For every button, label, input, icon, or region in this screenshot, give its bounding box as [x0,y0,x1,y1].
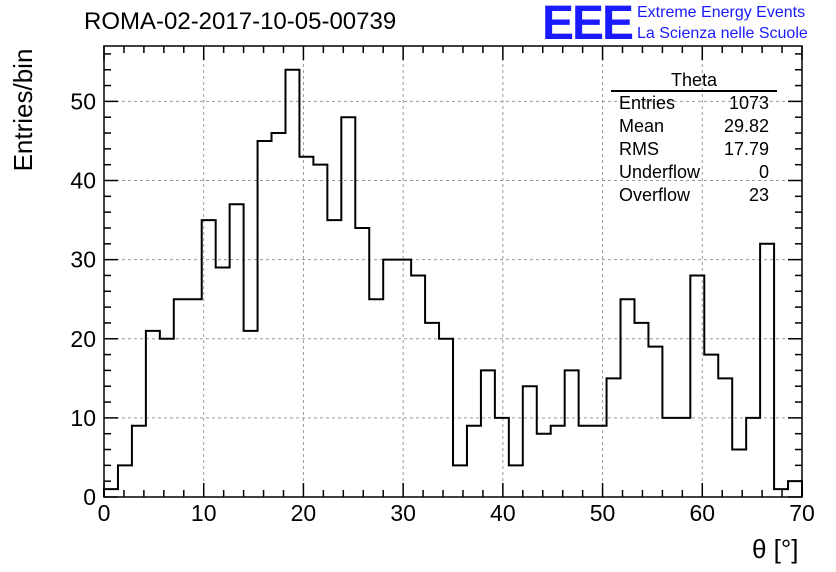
stats-row-rms: RMS 17.79 [611,138,777,161]
stats-row-mean: Mean 29.82 [611,115,777,138]
logo-line-2: La Scienza nelle Scuole [637,25,808,42]
stats-title: Theta [611,70,777,92]
stats-label: Mean [619,116,665,136]
y-tick-label: 0 [83,484,96,510]
stats-value: 29.82 [723,116,769,136]
logo-line-1: Extreme Energy Events [637,4,806,21]
y-tick-label: 30 [70,247,96,273]
stats-label: Entries [619,93,676,113]
stats-value: 1073 [728,93,769,113]
stats-label: Overflow [619,185,691,205]
stats-box: Theta Entries 1073 Mean 29.82 RMS 17.79 Und… [611,70,777,207]
y-axis-label: Entries/bin [8,48,38,172]
x-tick-label: 60 [689,500,715,526]
eee-logo: EEE [542,0,634,50]
y-tick-label: 10 [70,405,96,431]
y-tick-label: 50 [70,88,96,114]
x-tick-label: 30 [390,500,416,526]
stats-label: Underflow [619,162,701,182]
x-tick-label: 40 [490,500,516,526]
plot-border [103,45,803,498]
x-tick-label: 50 [590,500,616,526]
axis-ticks: 0 10 20 30 40 50 60 70 0 10 20 30 40 50 [70,46,815,526]
stats-row-overflow: Overflow 23 [611,184,777,207]
y-tick-label: 20 [70,326,96,352]
x-tick-label: 20 [291,500,317,526]
chart-title: ROMA-02-2017-10-05-00739 [84,8,397,35]
x-axis-label: θ [°] [752,534,799,564]
x-tick-label: 10 [191,500,217,526]
stats-label: RMS [619,139,659,159]
stats-value: 17.79 [723,139,769,159]
y-tick-label: 40 [70,168,96,194]
histogram-line [103,68,803,497]
eee-logo-text: Extreme Energy Events La Scienza nelle S… [637,2,808,44]
x-tick-label: 70 [789,500,815,526]
plot-frame [103,45,803,498]
stats-value: 23 [748,185,769,205]
x-tick-label: 0 [98,500,111,526]
stats-value: 0 [758,162,769,182]
stats-row-underflow: Underflow 0 [611,161,777,184]
stats-row-entries: Entries 1073 [611,92,777,115]
